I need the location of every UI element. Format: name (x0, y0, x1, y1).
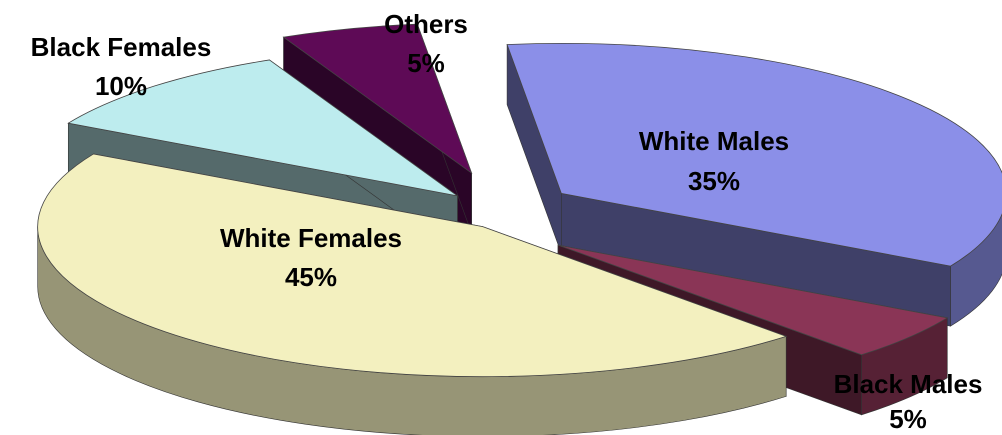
slice-label-white-males: White Males 35% (639, 126, 789, 196)
label-black-females-name: Black Females (31, 32, 212, 62)
slice-top-black-males (557, 244, 949, 356)
slice-top-white-males (506, 42, 1002, 267)
label-others-value: 5% (407, 48, 445, 78)
slice-top-white-females (37, 153, 788, 378)
slice-top-others (282, 23, 473, 175)
slice-label-black-males: Black Males 5% (834, 369, 983, 434)
pie-slices (37, 23, 1002, 435)
label-white-males-value: 35% (688, 166, 740, 196)
slice-label-black-females: Black Females 10% (31, 32, 212, 101)
slice-white-females (37, 153, 788, 435)
label-white-females-value: 45% (285, 262, 337, 292)
slice-label-white-females: White Females 45% (220, 223, 402, 292)
slice-top-black-females (67, 59, 458, 197)
slice-white-males (506, 42, 1002, 327)
label-others-name: Others (384, 9, 468, 39)
label-white-females-name: White Females (220, 223, 402, 253)
slice-label-others: Others 5% (384, 9, 468, 78)
label-white-males-name: White Males (639, 126, 789, 156)
label-black-males-value: 5% (889, 404, 927, 434)
label-black-males-name: Black Males (834, 369, 983, 399)
label-black-females-value: 10% (95, 71, 147, 101)
